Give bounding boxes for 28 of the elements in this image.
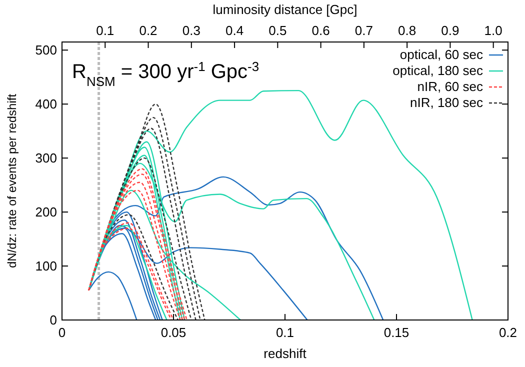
x2-tick-label: 1.0 [484,23,502,38]
y-axis-title: dN/dz: rate of events per redshift [5,93,19,268]
x-tick-label: 0.1 [276,325,294,340]
annotation: R$_{NSM}$ = 300 yr$^{-1}$ Gpc$^{-3}$ [72,58,260,88]
x2-tick-label: 0.1 [96,23,114,38]
x2-tick-label: 0.6 [312,23,330,38]
y-tick-label: 100 [35,258,57,274]
x-tick-label: 0.05 [160,325,186,340]
x2-tick-label: 0.8 [398,23,416,38]
legend-label: optical, 60 sec [400,47,484,62]
x2-axis-title: luminosity distance [Gpc] [212,2,358,17]
y-tick-label: 400 [35,96,57,112]
x-axis-title: redshift [264,346,307,361]
legend-label: nIR, 60 sec [417,79,484,94]
legend-label: optical, 180 sec [392,63,484,78]
y-tick-label: 0 [50,312,57,328]
x-tick-label: 0.15 [384,325,410,340]
x-tick-label: 0.2 [498,325,518,340]
y-tick-label: 200 [35,204,57,220]
x2-tick-label: 0.2 [139,23,158,38]
x2-tick-label: 0.9 [441,23,460,38]
x2-tick-label: 0.4 [225,23,244,38]
y-tick-label: 500 [35,42,57,58]
legend-label: nIR, 180 sec [410,95,484,110]
y-tick-label: 300 [35,150,57,166]
x2-tick-label: 0.5 [268,23,287,38]
x2-tick-label: 0.3 [182,23,200,38]
x2-tick-label: 0.7 [354,23,373,38]
